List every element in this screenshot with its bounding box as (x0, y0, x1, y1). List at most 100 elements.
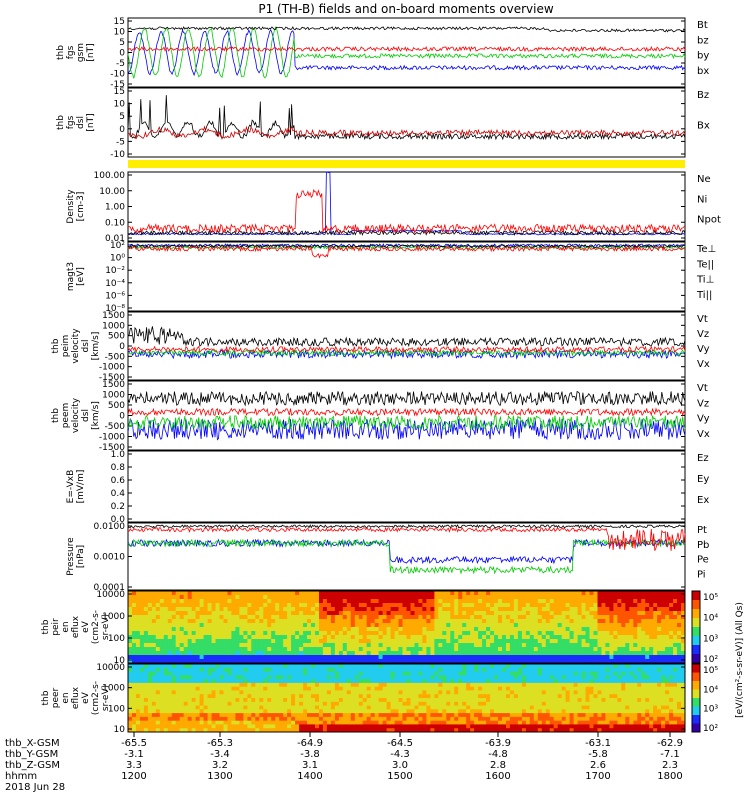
spectrogram-cell (585, 591, 590, 596)
spectrogram-cell (171, 639, 177, 644)
spectrogram-cell (299, 690, 304, 695)
spectrogram-cell (132, 635, 137, 640)
spectrogram-cell (151, 724, 157, 729)
spectrogram-cell (370, 647, 376, 652)
spectrogram-cell (386, 701, 392, 707)
spectrogram-cell (573, 724, 579, 729)
spectrogram-cell (151, 607, 157, 612)
spectrogram-cell (358, 591, 364, 596)
spectrogram-cell (649, 647, 654, 652)
spectrogram-cell (673, 659, 678, 664)
spectrogram-cell (163, 599, 169, 604)
spectrogram-cell (275, 651, 280, 656)
spectrogram-cell (625, 619, 630, 624)
spectrogram-cell (223, 619, 228, 624)
spectrogram-cell (163, 623, 169, 628)
y-tick-label: 10 (114, 656, 126, 666)
spectrogram-cell (362, 716, 368, 722)
spectrogram-cell (613, 623, 618, 628)
spectrogram-cell (159, 619, 165, 624)
spectrogram-cell (295, 716, 300, 722)
spectrogram-cell (199, 713, 205, 718)
spectrogram-cell (529, 716, 535, 722)
spectrogram-cell (275, 705, 280, 710)
spectrogram-cell (565, 599, 571, 604)
spectrogram-cell (175, 591, 181, 596)
spectrogram-cell (155, 611, 161, 616)
spectrogram-cell (454, 647, 459, 652)
spectrogram-cell (541, 623, 547, 628)
spectrogram-cell (374, 631, 380, 636)
spectrogram-cell (303, 728, 308, 733)
spectrogram-cell (219, 631, 224, 636)
spectrogram-cell (263, 639, 268, 644)
spectrogram-cell (243, 639, 248, 644)
spectrogram-cell (315, 728, 320, 733)
y-tick-label: 0 (119, 412, 125, 422)
spectrogram-cell (430, 611, 435, 616)
spectrogram-cell (466, 728, 471, 733)
spectrogram-cell (402, 679, 407, 684)
spectrogram-cell (151, 667, 157, 673)
spectrogram-cell (494, 643, 499, 648)
spectrogram-cell (641, 655, 646, 660)
spectrogram-cell (235, 664, 240, 669)
spectrogram-cell (529, 667, 535, 673)
spectrogram-cell (275, 595, 280, 600)
spectrogram-cell (338, 679, 344, 684)
spectrogram-cell (255, 603, 260, 608)
spectrogram-cell (247, 631, 252, 636)
y-tick-label: 10² (110, 241, 125, 251)
spectrogram-cell (163, 603, 169, 608)
spectrogram-cell (474, 627, 479, 632)
spectrogram-cell (601, 698, 606, 703)
spectrogram-cell (402, 635, 407, 640)
spectrogram-cell (673, 615, 678, 620)
spectrogram-cell (299, 599, 304, 604)
spectrogram-cell (259, 615, 264, 620)
spectrogram-cell (513, 698, 519, 703)
spectrogram-cell (557, 724, 563, 729)
spectrogram-cell (354, 682, 360, 688)
spectrogram-cell (509, 595, 515, 600)
spectrogram-cell (378, 701, 384, 707)
spectrogram-cell (470, 639, 475, 644)
spectrogram-cell (406, 623, 411, 628)
spectrogram-cell (295, 728, 300, 733)
spectrogram-cell (466, 671, 471, 676)
spectrogram-cell (490, 599, 495, 604)
spectrogram-cell (227, 655, 232, 660)
spectrogram-cell (494, 698, 499, 703)
spectrogram-cell (681, 591, 686, 596)
spectrogram-cell (136, 639, 141, 644)
spectrogram-cell (490, 671, 495, 676)
spectrogram-cell (454, 639, 459, 644)
spectrogram-cell (243, 631, 248, 636)
spectrogram-cell (410, 615, 415, 620)
y-tick-label: -10 (110, 150, 125, 160)
spectrogram-cell (151, 619, 157, 624)
spectrogram-cell (529, 701, 535, 707)
spectrogram-cell (303, 655, 308, 660)
spectrogram-cell (295, 651, 300, 656)
spectrogram-cell (645, 627, 650, 632)
spectrogram-cell (342, 643, 348, 648)
spectrogram-cell (338, 647, 344, 652)
spectrogram-cell (175, 671, 181, 676)
spectrogram-cell (191, 655, 197, 660)
spectrogram-cell (215, 694, 220, 699)
spectrogram-cell (569, 698, 575, 703)
spectrogram-cell (665, 619, 670, 624)
spectrogram-cell (155, 615, 161, 620)
spectrogram-cell (279, 627, 284, 632)
spectrogram-cell (136, 686, 141, 691)
legend-Ni: Ni (697, 194, 707, 205)
spectrogram-cell (167, 635, 173, 640)
spectrogram-cell (307, 713, 312, 718)
spectrogram-cell (410, 619, 415, 624)
spectrogram-cell (601, 716, 606, 722)
spectrogram-cell (541, 607, 547, 612)
spectrogram-cell (545, 651, 551, 656)
spectrogram-cell (247, 591, 252, 596)
spectrogram-cell (271, 667, 276, 673)
